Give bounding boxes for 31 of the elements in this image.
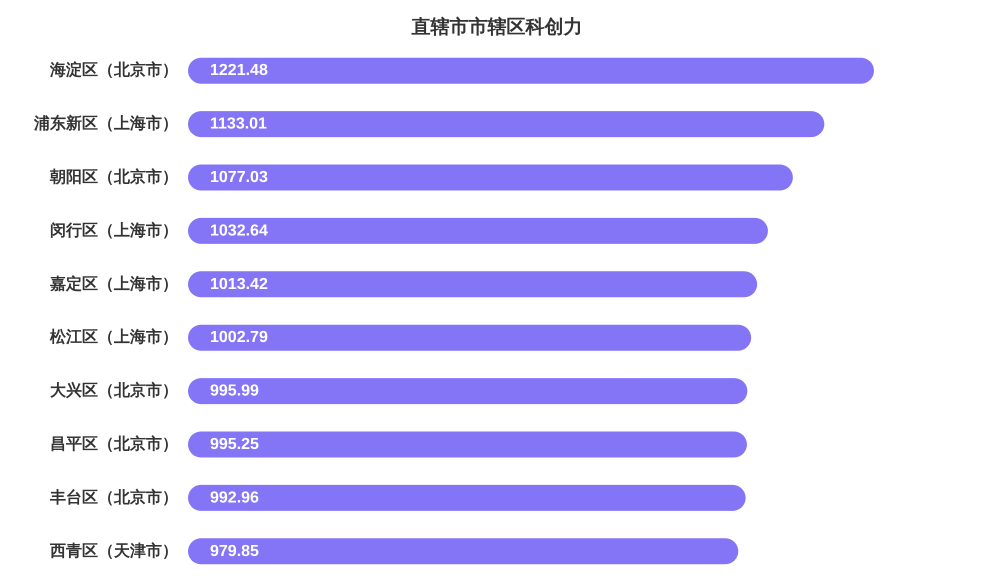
data-label: 1133.01 xyxy=(210,116,268,133)
bar xyxy=(188,58,874,84)
bar xyxy=(188,484,746,511)
data-label: 979.85 xyxy=(210,542,260,560)
data-label: 1002.79 xyxy=(210,329,268,346)
data-label: 1013.42 xyxy=(210,276,268,293)
y-tick-label: 浦东新区（上海市） xyxy=(33,114,178,133)
data-label: 1077.03 xyxy=(210,169,268,186)
y-tick-label: 丰台区（北京市） xyxy=(49,488,178,506)
y-tick-label: 西青区（天津市） xyxy=(49,542,178,560)
bar xyxy=(188,324,752,351)
y-tick-label: 大兴区（北京市） xyxy=(50,382,178,400)
data-label: 1032.64 xyxy=(210,222,268,240)
data-label: 995.25 xyxy=(210,436,260,453)
y-tick-label: 闵行区（上海市） xyxy=(50,221,178,240)
y-tick-label: 松江区（上海市） xyxy=(49,328,178,346)
bar xyxy=(188,111,824,138)
chart-title: 直辖市市辖区科创力 xyxy=(410,16,582,38)
y-tick-label: 朝阳区（北京市） xyxy=(49,168,178,186)
bar xyxy=(188,378,748,404)
bar xyxy=(188,164,793,190)
y-tick-label: 海淀区（北京市） xyxy=(49,61,178,80)
bar xyxy=(188,271,758,298)
data-label: 992.96 xyxy=(210,489,260,506)
bar xyxy=(188,538,738,564)
y-tick-label: 嘉定区（上海市） xyxy=(50,274,178,293)
bar xyxy=(188,218,768,244)
data-label: 1221.48 xyxy=(210,62,268,80)
y-tick-label: 昌平区（北京市） xyxy=(50,435,178,453)
bar xyxy=(188,432,747,458)
data-label: 995.99 xyxy=(210,382,260,400)
